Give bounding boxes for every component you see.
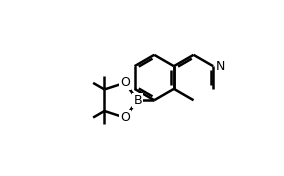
- Text: O: O: [120, 76, 130, 89]
- Text: O: O: [120, 111, 130, 124]
- Text: N: N: [216, 60, 225, 73]
- Text: B: B: [133, 94, 142, 107]
